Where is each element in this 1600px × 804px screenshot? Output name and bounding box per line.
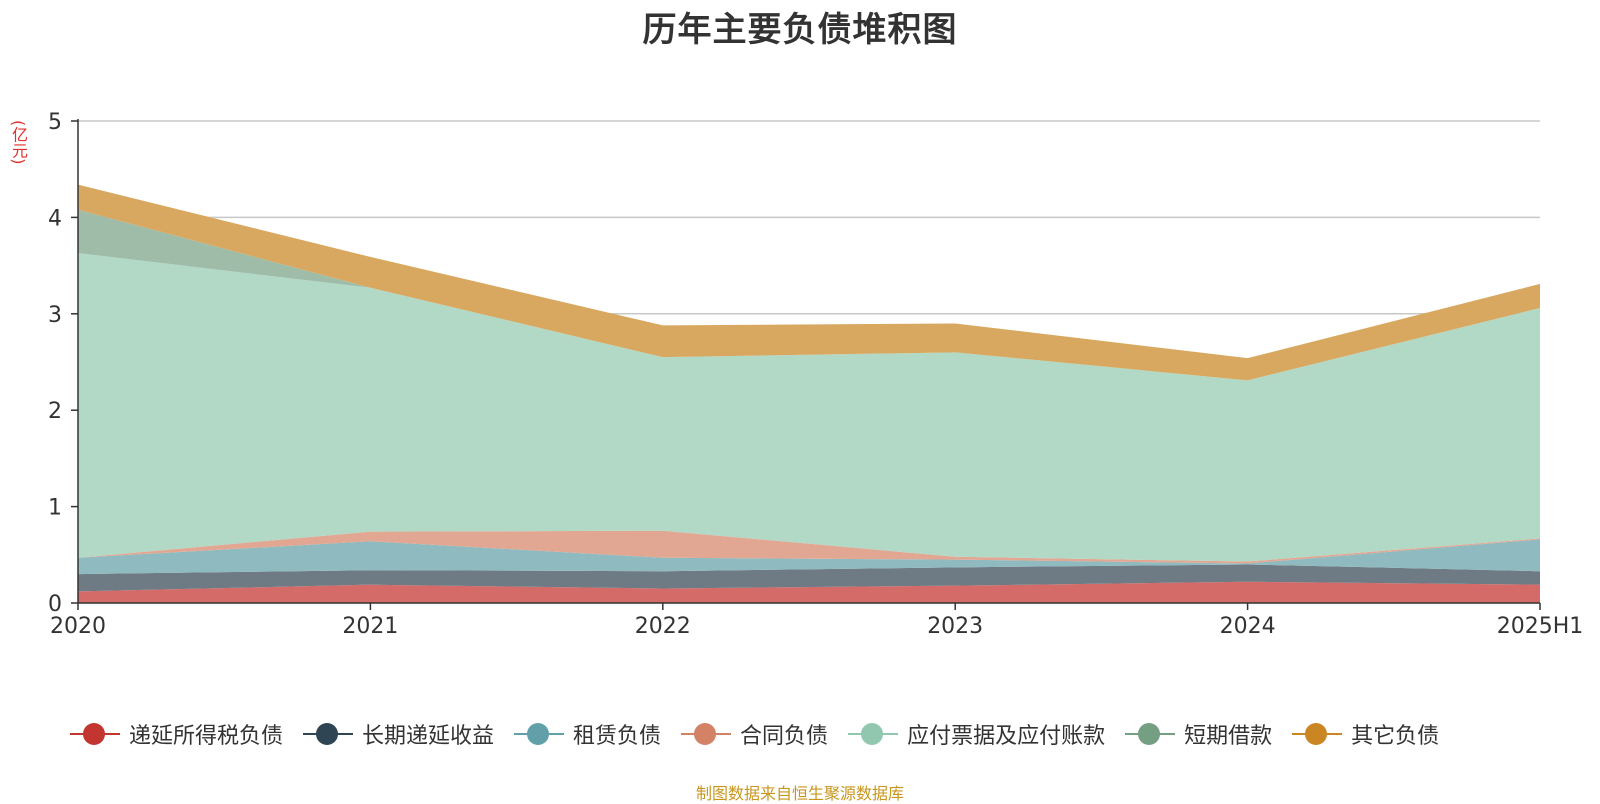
legend-marker-icon (848, 722, 899, 746)
legend-label: 其它负债 (1351, 724, 1440, 749)
legend-item-4[interactable]: 应付票据及应付账款 (848, 718, 1105, 750)
x-tick-label: 2024 (1220, 614, 1276, 639)
legend-marker-icon (681, 722, 732, 746)
legend-marker-icon (1292, 722, 1343, 746)
legend-label: 租赁负债 (573, 724, 662, 749)
legend-dot-icon (861, 723, 884, 745)
legend-label: 合同负债 (740, 724, 829, 749)
y-axis-unit: (亿元) (9, 120, 28, 165)
legend-item-3[interactable]: 合同负债 (681, 718, 828, 750)
legend-dot-icon (83, 723, 105, 745)
legend-label: 长期递延收益 (362, 724, 495, 749)
legend-item-0[interactable]: 递延所得税负债 (70, 718, 283, 750)
x-tick-label: 2022 (635, 614, 691, 639)
legend-dot-icon (1305, 723, 1328, 745)
y-tick-label: 1 (48, 496, 62, 521)
area-layer (78, 184, 1540, 603)
x-tick-label: 2025H1 (1497, 614, 1584, 639)
chart-title: 历年主要负债堆积图 (642, 10, 958, 50)
legend-item-1[interactable]: 长期递延收益 (303, 718, 494, 750)
legend-dot-icon (694, 723, 717, 745)
x-tick-label: 2020 (50, 614, 106, 639)
area-series-4 (78, 253, 1540, 562)
source-note: 制图数据来自恒生聚源数据库 (695, 784, 904, 803)
legend-marker-icon (1125, 722, 1176, 746)
area-series-6 (78, 184, 1540, 381)
x-tick-label: 2023 (927, 614, 983, 639)
legend-label: 递延所得税负债 (129, 724, 284, 749)
legend-dot-icon (1138, 723, 1161, 745)
y-tick-label: 2 (48, 399, 62, 424)
legend-label: 应付票据及应付账款 (907, 724, 1106, 749)
area-series-3 (78, 530, 1540, 564)
area-series-1 (78, 564, 1540, 592)
x-tick-label: 2021 (342, 614, 398, 639)
legend-item-2[interactable]: 租赁负债 (514, 718, 661, 750)
axes: 0 1 2 3 4 5 2020 2021 2022 2023 2024 2025H1 (48, 110, 1583, 639)
legend-dot-icon (527, 723, 550, 745)
legend-dot-icon (316, 723, 339, 745)
legend-marker-icon (70, 722, 120, 746)
legend-marker-icon (514, 722, 565, 746)
area-series-0 (78, 581, 1540, 603)
y-tick-label: 3 (48, 303, 62, 328)
y-tick-label: 4 (48, 206, 62, 231)
legend-label: 短期借款 (1184, 724, 1273, 749)
legend-item-6[interactable]: 其它负债 (1292, 718, 1439, 750)
legend-item-5[interactable]: 短期借款 (1125, 718, 1272, 750)
legend: 递延所得税负债 长期递延收益 租赁负债 合同负债 应付票据及应付账款 短期借款 其它负债 (70, 718, 1459, 750)
area-series-2 (78, 539, 1540, 575)
y-tick-label: 5 (48, 110, 62, 135)
y-tick-label: 0 (48, 592, 62, 617)
legend-marker-icon (303, 722, 354, 746)
